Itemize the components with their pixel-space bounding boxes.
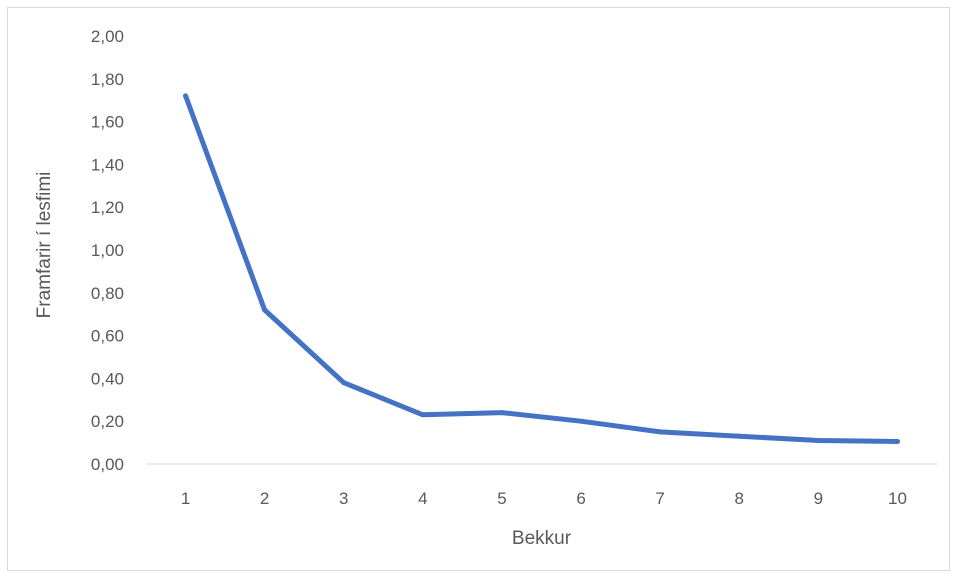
x-tick-label: 3 <box>339 489 348 508</box>
y-tick-label: 1,00 <box>91 241 124 260</box>
series-line <box>183 93 900 444</box>
y-tick-label: 1,80 <box>91 70 124 89</box>
x-axis-title: Bekkur <box>512 528 572 549</box>
y-axis-tick-labels: 0,00 0,20 0,40 0,60 0,80 1,00 1,20 1,40 1,60 1,80… <box>91 27 124 474</box>
series-layer <box>183 93 900 445</box>
data-point <box>578 418 584 424</box>
data-point <box>657 429 663 435</box>
x-tick-label: 9 <box>814 489 823 508</box>
y-tick-label: 0,40 <box>91 369 124 388</box>
data-point <box>341 380 347 386</box>
y-tick-label: 1,20 <box>91 198 124 217</box>
y-tick-label: 0,00 <box>91 455 124 474</box>
chart-area <box>7 7 950 571</box>
x-tick-label: 4 <box>418 489 427 508</box>
x-tick-label: 2 <box>260 489 269 508</box>
y-tick-label: 1,60 <box>91 113 124 132</box>
x-tick-label: 1 <box>181 489 190 508</box>
data-point <box>420 412 426 418</box>
y-axis-title: Framfarir í lesfimi <box>34 172 55 319</box>
data-point <box>894 439 900 445</box>
y-tick-label: 0,60 <box>91 327 124 346</box>
y-tick-label: 2,00 <box>91 27 124 46</box>
data-point <box>815 437 821 443</box>
data-point <box>262 307 268 313</box>
x-tick-label: 5 <box>497 489 506 508</box>
x-tick-label: 8 <box>735 489 744 508</box>
x-tick-label: 6 <box>576 489 585 508</box>
x-tick-label: 10 <box>888 489 907 508</box>
y-tick-label: 0,20 <box>91 412 124 431</box>
y-tick-label: 0,80 <box>91 284 124 303</box>
data-point <box>736 433 742 439</box>
x-tick-label: 7 <box>655 489 664 508</box>
y-tick-label: 1,40 <box>91 155 124 174</box>
x-axis-tick-labels: 1 2 3 4 5 6 7 8 9 10 <box>181 489 907 508</box>
data-point <box>499 410 505 416</box>
data-point <box>183 93 189 99</box>
